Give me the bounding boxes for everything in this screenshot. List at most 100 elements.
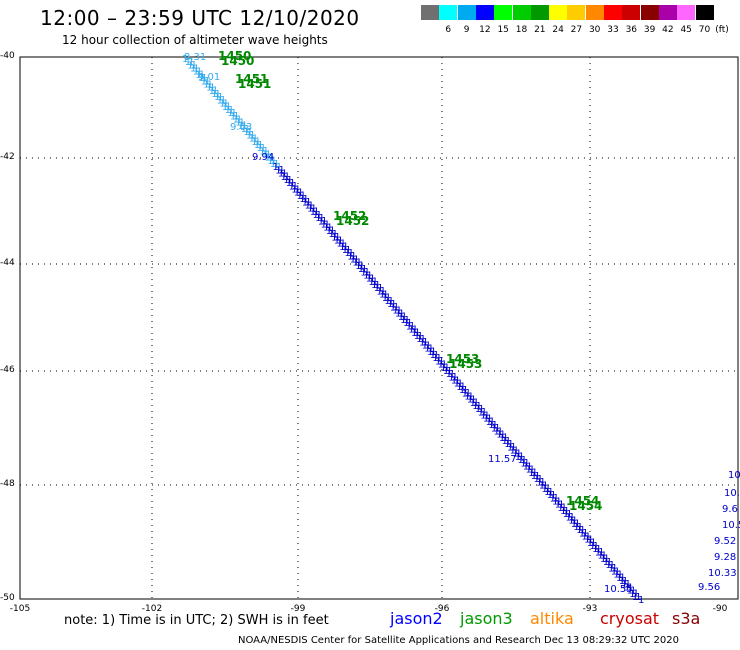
track-glyph: 1: [353, 254, 359, 265]
track-glyph: 1: [502, 433, 508, 444]
track-glyph: 1: [195, 70, 201, 81]
track-glyph: 1: [470, 394, 476, 405]
lon-label: -99: [290, 604, 306, 614]
track-glyph: 1: [576, 525, 582, 536]
track-glyph: 1: [203, 80, 209, 91]
track-glyph: 1: [284, 172, 290, 183]
track-glyph: 1: [193, 63, 199, 74]
legend-label: 33: [607, 25, 619, 35]
satellite-label: jason2: [390, 609, 443, 628]
track-glyph: 1: [310, 207, 316, 218]
track-glyph: 1: [553, 493, 559, 504]
track-glyph: 1: [390, 302, 396, 313]
track-glyph: 1: [480, 411, 486, 422]
track-glyph: 1: [512, 449, 518, 460]
pass-label: 1454: [569, 499, 602, 513]
track-glyph: 1: [593, 541, 599, 552]
track-glyph: 1: [414, 328, 420, 339]
track-glyph: 1: [219, 99, 225, 110]
track-glyph: 1: [422, 337, 428, 348]
track-glyph: 1: [605, 560, 611, 571]
track-glyph: 1: [510, 442, 516, 453]
track-glyph: 1: [281, 168, 287, 179]
track-glyph: 1: [220, 95, 226, 106]
track-glyph: 1: [441, 359, 447, 370]
legend-swatch: [530, 5, 549, 20]
track-glyph: 1: [332, 229, 338, 240]
track-glyph: 1: [504, 439, 510, 450]
track-glyph: 1: [481, 407, 487, 418]
track-glyph: 1: [374, 280, 380, 291]
track-glyph: 1: [467, 395, 473, 406]
track-glyph: 1: [395, 309, 401, 320]
track-glyph: 1: [260, 143, 266, 154]
track-glyph: 1: [302, 197, 308, 208]
track-glyph: 1: [561, 503, 567, 514]
track-glyph: 1: [484, 410, 490, 421]
legend-swatch: [658, 5, 677, 20]
track-glyph: 1: [571, 519, 577, 530]
track-glyph: 1: [428, 344, 434, 355]
track-glyph: 1: [278, 169, 284, 180]
track-glyph: 1: [444, 363, 450, 374]
edge-swh-value: 10.33: [708, 568, 737, 579]
legend-swatch: [567, 5, 586, 20]
track-glyph: 1: [337, 235, 343, 246]
track-glyph: 1: [545, 484, 551, 495]
track-glyph: 1: [241, 121, 247, 132]
track-glyph: 1: [510, 446, 516, 457]
legend-label: 39: [643, 25, 656, 35]
pass-label: 1454: [566, 494, 599, 508]
lon-label: -105: [9, 604, 31, 614]
track-glyph: 1: [581, 532, 587, 543]
legend-swatch: [640, 5, 659, 20]
track-glyph: 1: [366, 270, 372, 281]
track-glyph: 1: [283, 175, 289, 186]
track-glyph: 1: [470, 398, 476, 409]
track-glyph: 1: [475, 404, 481, 415]
track-glyph: 1: [267, 156, 273, 167]
track-glyph: 1: [348, 248, 354, 259]
track-glyph: 1: [281, 172, 287, 183]
track-glyph: 1: [297, 191, 303, 202]
track-glyph: 1: [624, 582, 630, 593]
track-glyph: 1: [209, 83, 215, 94]
legend-label: 42: [662, 25, 674, 35]
track-glyph: 1: [252, 133, 258, 144]
track-glyph: 1: [544, 487, 550, 498]
track-glyph: 1: [366, 274, 372, 285]
track-glyph: 1: [550, 493, 556, 504]
track-glyph: 1: [435, 356, 441, 367]
track-glyph: 1: [432, 353, 438, 364]
track-glyph: 1: [494, 423, 500, 434]
track-glyph: 1: [347, 251, 353, 262]
pass-label: 1450: [221, 54, 254, 68]
chart-title: 12:00 – 23:59 UTC 12/10/2020: [40, 6, 360, 30]
track-glyph: 1: [275, 165, 281, 176]
track-glyph: 1: [273, 159, 279, 170]
track-glyph: 1: [542, 480, 548, 491]
track-glyph: 1: [411, 328, 417, 339]
track-glyph: 1: [233, 111, 239, 122]
track-glyph: 1: [500, 430, 506, 441]
track-glyph: 1: [311, 203, 317, 214]
track-glyph: 1: [201, 76, 207, 87]
track-glyph: 1: [238, 121, 244, 132]
legend-label: 9: [463, 25, 470, 35]
track-glyph: 1: [532, 468, 538, 479]
track-glyph: 1: [206, 83, 212, 94]
track-glyph: 1: [406, 321, 412, 332]
track-glyph: 1: [249, 134, 255, 145]
track-glyph: 1: [350, 255, 356, 266]
track-glyph: 1: [380, 286, 386, 297]
legend-label: 36: [625, 25, 638, 35]
track-glyph: 1: [446, 369, 452, 380]
legend-swatch: [604, 5, 622, 20]
track-glyph: 1: [587, 535, 593, 546]
track-glyph: 1: [603, 557, 609, 568]
track-glyph: 1: [379, 290, 385, 301]
track-glyph: 1: [355, 261, 361, 272]
track-glyph: 1: [228, 105, 234, 116]
footer-credit: NOAA/NESDIS Center for Satellite Applica…: [238, 635, 680, 646]
track-glyph: 1: [196, 67, 202, 78]
